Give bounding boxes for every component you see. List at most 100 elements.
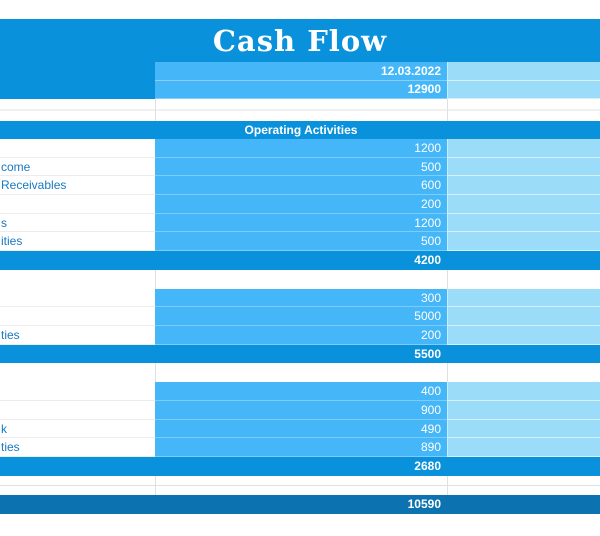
row-value: 490 <box>420 421 441 436</box>
row-value-cell[interactable]: 890 <box>155 438 447 458</box>
row-value: 4200 <box>414 253 441 268</box>
row-label: ties <box>1 327 20 342</box>
row-value: 12.03.2022 <box>380 63 441 78</box>
data-row: 5000 <box>0 307 600 327</box>
row-value-cell[interactable]: 10590 <box>155 495 447 514</box>
row-label-cell <box>0 251 155 270</box>
data-row: 400 <box>0 382 600 402</box>
row-trailing-cell <box>447 269 600 289</box>
row-trailing-cell <box>447 251 600 270</box>
row-trailing-cell <box>447 80 600 99</box>
row-value-cell[interactable]: 500 <box>155 232 447 252</box>
row-value-cell <box>155 269 447 289</box>
row-label-cell <box>0 99 155 121</box>
row-value-cell[interactable]: 1200 <box>155 213 447 233</box>
row-label: come <box>1 159 31 174</box>
row-trailing-cell <box>447 495 600 514</box>
row-value-cell[interactable]: 4200 <box>155 251 447 270</box>
row-value-cell[interactable]: 12900 <box>155 80 447 99</box>
data-row: ties 890 <box>0 438 600 458</box>
data-row: 200 <box>0 195 600 214</box>
data-row: ties 200 <box>0 326 600 345</box>
row-value: 600 <box>420 178 441 193</box>
row-trailing-cell <box>447 326 600 345</box>
row-label-cell <box>0 270 155 289</box>
row-value-cell[interactable]: 300 <box>155 288 447 308</box>
row-trailing-cell <box>447 213 600 233</box>
row-label-cell <box>0 476 155 495</box>
row-label-cell <box>0 62 155 81</box>
row-label: Receivables <box>1 178 67 193</box>
row-value: 400 <box>420 384 441 399</box>
spacer-row <box>0 99 600 121</box>
subtotal-row: 5500 <box>0 344 600 364</box>
row-label-cell[interactable] <box>0 401 155 420</box>
row-label-cell[interactable] <box>0 139 155 158</box>
row-label-cell <box>0 457 155 476</box>
row-trailing-cell <box>447 139 600 158</box>
info-row: 12900 <box>0 80 600 99</box>
row-label-cell[interactable] <box>0 195 155 214</box>
row-value: 500 <box>420 234 441 249</box>
row-label-cell[interactable]: s <box>0 213 155 233</box>
row-value: 2680 <box>414 459 441 474</box>
row-value-cell <box>155 475 447 495</box>
row-label-cell[interactable]: ties <box>0 438 155 458</box>
row-value-cell[interactable]: 490 <box>155 419 447 439</box>
row-trailing-cell <box>447 157 600 177</box>
row-value-cell <box>155 363 447 383</box>
row-trailing-cell <box>447 307 600 327</box>
row-value: 5000 <box>414 309 441 324</box>
row-label-cell[interactable]: ties <box>0 326 155 345</box>
row-label-cell <box>0 80 155 99</box>
row-value-cell[interactable]: 1200 <box>155 139 447 158</box>
row-value-cell[interactable]: 400 <box>155 382 447 402</box>
row-value-cell[interactable]: 5500 <box>155 345 447 364</box>
row-value: 1200 <box>414 215 441 230</box>
row-value-cell[interactable]: 600 <box>155 176 447 196</box>
row-value-cell[interactable]: 200 <box>155 195 447 214</box>
row-trailing-cell <box>447 363 600 383</box>
row-value-cell[interactable]: 2680 <box>155 457 447 476</box>
subtotal-row: 2680 <box>0 457 600 476</box>
row-value: 1200 <box>414 140 441 155</box>
spacer-row <box>0 475 600 495</box>
row-value: 10590 <box>407 497 441 512</box>
row-value-cell[interactable]: 200 <box>155 326 447 345</box>
row-value: 890 <box>420 440 441 455</box>
info-row: 12.03.2022 <box>0 62 600 81</box>
row-trailing-cell <box>447 176 600 196</box>
row-trailing-cell <box>447 475 600 495</box>
row-value-cell <box>155 99 447 121</box>
row-trailing-cell <box>447 457 600 476</box>
data-row: 1200 <box>0 139 600 158</box>
row-value-cell[interactable]: 500 <box>155 157 447 177</box>
row-value-cell[interactable]: 900 <box>155 401 447 420</box>
row-value: 900 <box>420 402 441 417</box>
row-label-cell[interactable]: come <box>0 157 155 177</box>
row-label-cell[interactable]: k <box>0 419 155 439</box>
row-label-cell[interactable] <box>0 288 155 308</box>
row-trailing-cell <box>447 345 600 364</box>
section-header-label[interactable]: Operating Activities <box>244 123 358 137</box>
subtotal-row: 4200 <box>0 251 600 270</box>
row-label-cell[interactable]: Receivables <box>0 176 155 196</box>
row-label-cell[interactable] <box>0 382 155 402</box>
row-trailing-cell <box>447 382 600 402</box>
row-label: k <box>1 421 7 436</box>
row-label-cell[interactable]: ities <box>0 232 155 252</box>
section-header-row: Operating Activities <box>0 121 600 139</box>
sheet-title-bar[interactable]: Cash Flow <box>0 19 600 62</box>
data-row: Receivables 600 <box>0 176 600 196</box>
data-row: 900 <box>0 401 600 420</box>
row-trailing-cell <box>447 99 600 121</box>
data-row: come 500 <box>0 157 600 177</box>
data-row: ities 500 <box>0 232 600 252</box>
data-row: s 1200 <box>0 213 600 233</box>
row-value: 300 <box>420 290 441 305</box>
row-value-cell[interactable]: 5000 <box>155 307 447 327</box>
row-value: 5500 <box>414 347 441 362</box>
row-value-cell[interactable]: 12.03.2022 <box>155 62 447 81</box>
row-label: s <box>1 215 7 230</box>
row-label-cell[interactable] <box>0 307 155 327</box>
